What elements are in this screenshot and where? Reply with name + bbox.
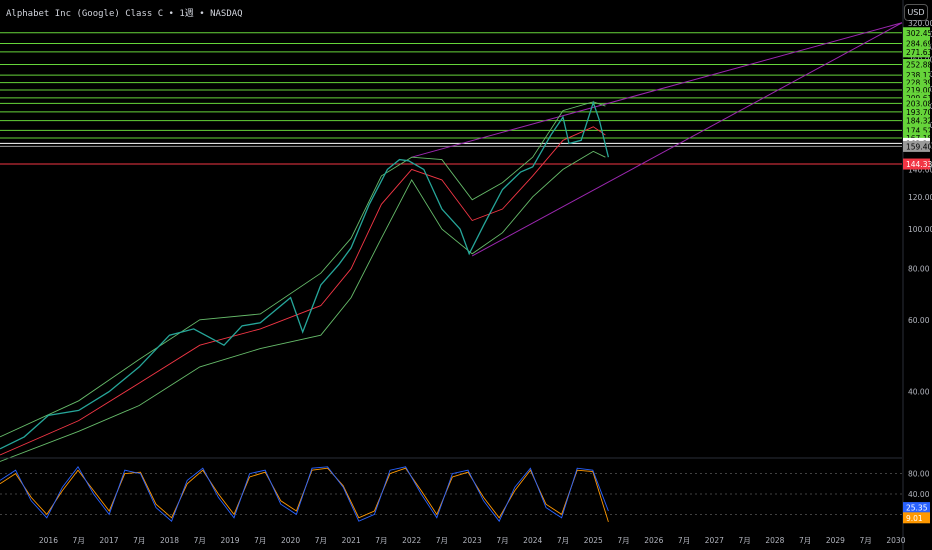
time-tick-label: 2021 xyxy=(342,536,361,545)
level-tag: 252.88 xyxy=(906,61,932,70)
time-tick-label: 2020 xyxy=(281,536,300,545)
level-tag: 144.33 xyxy=(906,160,932,169)
currency-button[interactable]: USD xyxy=(904,4,928,21)
price-tick-label: 80.00 xyxy=(908,265,930,274)
level-tag: 238.17 xyxy=(906,71,932,80)
level-tag: 271.63 xyxy=(906,48,932,57)
time-tick-label: 7月 xyxy=(860,536,872,545)
level-tag-bg xyxy=(903,27,930,39)
level-tag-bg xyxy=(903,77,930,89)
time-tick-label: 7月 xyxy=(133,536,145,545)
time-tick-label: 7月 xyxy=(375,536,387,545)
time-tick-label: 7月 xyxy=(254,536,266,545)
price-tick-label: 320.00 xyxy=(908,19,932,28)
time-tick-label: 2024 xyxy=(523,536,542,545)
level-tag: 174.52 xyxy=(906,126,932,135)
trendline xyxy=(411,22,903,158)
level-tag-bg xyxy=(903,106,930,118)
time-tick-label: 2030 xyxy=(886,536,905,545)
level-tag: 159.40 xyxy=(906,142,932,151)
time-tick-label: 7月 xyxy=(194,536,206,545)
level-tag-bg xyxy=(903,69,930,81)
time-tick-label: 2016 xyxy=(39,536,58,545)
bollinger-lower-line xyxy=(0,150,606,462)
time-tick-label: 2018 xyxy=(160,536,179,545)
time-tick-label: 7月 xyxy=(799,536,811,545)
bollinger-upper-line xyxy=(0,101,606,438)
time-tick-label: 2029 xyxy=(826,536,845,545)
series-layer xyxy=(0,22,903,462)
level-tag-bg xyxy=(903,124,930,136)
price-tick-label: 60.00 xyxy=(908,316,930,325)
time-tick-label: 2017 xyxy=(99,536,118,545)
time-tick-label: 7月 xyxy=(557,536,569,545)
price-line xyxy=(0,100,610,450)
trendline xyxy=(471,22,903,257)
level-tag-bg xyxy=(903,92,930,104)
time-tick-label: 7月 xyxy=(678,536,690,545)
time-tick-label: 7月 xyxy=(738,536,750,545)
level-tag-bg xyxy=(903,140,930,152)
level-tag-bg xyxy=(903,59,930,71)
price-tags: 25.359.01302.45284.69271.63252.88238.172… xyxy=(903,27,932,524)
stochastic-tick-label: 80.00 xyxy=(908,470,930,479)
level-tag: 184.32 xyxy=(906,117,932,126)
time-tick-label: 2019 xyxy=(220,536,239,545)
level-tag-bg xyxy=(903,158,930,170)
time-tick-label: 2027 xyxy=(705,536,724,545)
time-tick-label: 2022 xyxy=(402,536,421,545)
level-tag-bg xyxy=(903,97,930,109)
level-tag: 228.39 xyxy=(906,79,932,88)
stochastic-d-tag: 9.01 xyxy=(906,514,923,523)
time-tick-label: 2028 xyxy=(765,536,784,545)
moving-average-line xyxy=(0,126,606,456)
level-tag-bg xyxy=(903,37,930,49)
stochastic-d-tag-bg xyxy=(903,512,930,524)
price-tick-label: 100.00 xyxy=(908,225,932,234)
stochastic-k-tag-bg xyxy=(903,502,930,514)
time-tick-label: 7月 xyxy=(315,536,327,545)
stochastic-k-line xyxy=(0,465,609,523)
price-tick-label: 40.00 xyxy=(908,388,930,397)
time-tick-label: 7月 xyxy=(73,536,85,545)
time-tick-label: 7月 xyxy=(496,536,508,545)
level-tag: 302.45 xyxy=(906,29,932,38)
price-tick-label: 140.00 xyxy=(908,165,932,174)
stochastic-tick-label: 40.00 xyxy=(908,490,930,499)
chart-title: Alphabet Inc (Google) Class C • 1週 • NAS… xyxy=(6,9,243,19)
level-tag-bg xyxy=(903,84,930,96)
level-tag: 219.00 xyxy=(906,86,932,95)
level-tag: 284.69 xyxy=(906,39,932,48)
time-tick-label: 2026 xyxy=(644,536,663,545)
level-tag-bg xyxy=(903,115,930,127)
level-tag: 203.08 xyxy=(906,99,932,108)
level-tag: 193.70 xyxy=(906,108,932,117)
stochastic-k-tag: 25.35 xyxy=(906,504,928,513)
level-tag-bg xyxy=(903,46,930,58)
stochastic-d-line xyxy=(0,467,609,523)
price-tick-label: 120.00 xyxy=(908,193,932,202)
time-tick-label: 2023 xyxy=(463,536,482,545)
horizontal-levels xyxy=(0,32,902,165)
time-tick-label: 7月 xyxy=(436,536,448,545)
time-tick-label: 2025 xyxy=(584,536,603,545)
time-tick-label: 7月 xyxy=(617,536,629,545)
